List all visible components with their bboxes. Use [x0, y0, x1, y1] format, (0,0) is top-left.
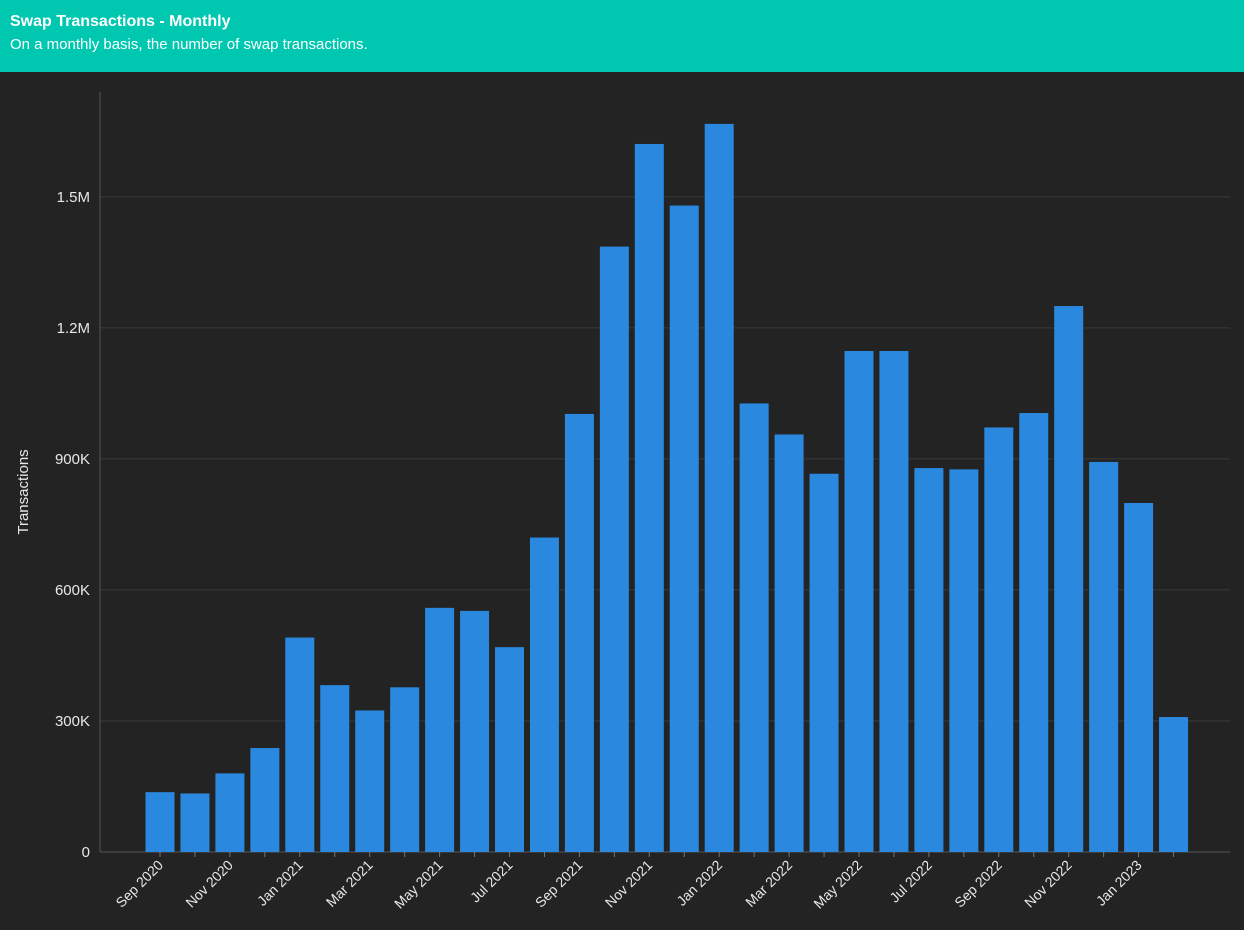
x-tick-label: May 2021: [391, 857, 446, 912]
chart-subtitle: On a monthly basis, the number of swap t…: [10, 36, 368, 53]
x-tick-label: Sep 2021: [532, 857, 586, 911]
y-tick-label: 900K: [55, 451, 90, 468]
x-tick-label: Nov 2022: [1021, 857, 1075, 911]
x-tick-label: Nov 2021: [602, 857, 656, 911]
chart-header: Swap Transactions - Monthly On a monthly…: [0, 0, 1244, 72]
bar[interactable]: May 2022: 1147000: [844, 351, 874, 852]
bar[interactable]: Jan 2023: 799000: [1124, 503, 1154, 852]
bar[interactable]: Nov 2022: 1250000: [1054, 306, 1084, 852]
x-tick-label: Jul 2022: [886, 857, 935, 906]
bar[interactable]: Nov 2021: 1621000: [634, 143, 664, 852]
bar[interactable]: Dec 2022: 893000: [1089, 461, 1119, 852]
bar[interactable]: Jan 2021: 491000: [285, 637, 315, 852]
y-axis-title: Transactions: [15, 449, 32, 534]
x-tick-label: Mar 2021: [323, 857, 376, 910]
bar[interactable]: Sep 2020: 137000: [145, 792, 175, 852]
y-tick-label: 1.2M: [57, 320, 90, 337]
bar[interactable]: Jul 2021: 469000: [495, 647, 524, 852]
bar[interactable]: Sep 2022: 972000: [984, 427, 1014, 852]
x-tick-label: Sep 2020: [112, 857, 166, 911]
bar[interactable]: May 2021: 559000: [425, 607, 455, 852]
x-tick-label: Mar 2022: [742, 857, 795, 910]
x-tick-label: Jan 2023: [1093, 857, 1145, 909]
bar[interactable]: Nov 2020: 180000: [215, 773, 245, 852]
x-tick-label: Jul 2021: [467, 857, 516, 906]
y-tick-label: 1.5M: [57, 189, 90, 206]
bar[interactable]: Dec 2021: 1480000: [669, 205, 699, 852]
bar[interactable]: Mar 2021: 324000: [355, 710, 385, 852]
y-tick-label: 600K: [55, 582, 90, 599]
bar[interactable]: Aug 2022: 876000: [949, 469, 979, 852]
y-tick-label: 0: [82, 844, 90, 861]
x-tick-label: Jan 2021: [254, 857, 306, 909]
bar[interactable]: Oct 2021: 1386000: [599, 246, 629, 852]
x-tick-label: May 2022: [810, 857, 865, 912]
x-tick-label: Jan 2022: [673, 857, 725, 909]
bar[interactable]: Feb 2021: 382000: [320, 685, 350, 852]
bar[interactable]: Jun 2022: 1147000: [879, 351, 909, 852]
bar[interactable]: Feb 2022: 1027000: [739, 403, 769, 852]
x-tick-label: Sep 2022: [951, 857, 1005, 911]
x-tick-label: Nov 2020: [182, 857, 236, 911]
bar[interactable]: Oct 2022: 1005000: [1019, 413, 1049, 852]
bar[interactable]: Aug 2021: 720000: [529, 537, 559, 852]
bar[interactable]: Oct 2020: 134000: [180, 793, 210, 852]
bar[interactable]: Feb 2023: 309000: [1159, 717, 1189, 852]
bar[interactable]: Dec 2020: 238000: [250, 748, 280, 852]
bar[interactable]: Jun 2021: 552000: [460, 610, 490, 852]
bar[interactable]: Apr 2021: 377000: [390, 687, 420, 852]
chart-title: Swap Transactions - Monthly: [10, 13, 231, 30]
bar[interactable]: Jan 2022: 1667000: [704, 123, 734, 852]
bar[interactable]: Mar 2022: 956000: [774, 434, 804, 852]
bar[interactable]: Sep 2021: 1003000: [564, 413, 594, 852]
bar[interactable]: Jul 2022: 879000: [914, 468, 944, 852]
bar[interactable]: Apr 2022: 866000: [809, 473, 839, 852]
y-tick-label: 300K: [55, 713, 90, 730]
